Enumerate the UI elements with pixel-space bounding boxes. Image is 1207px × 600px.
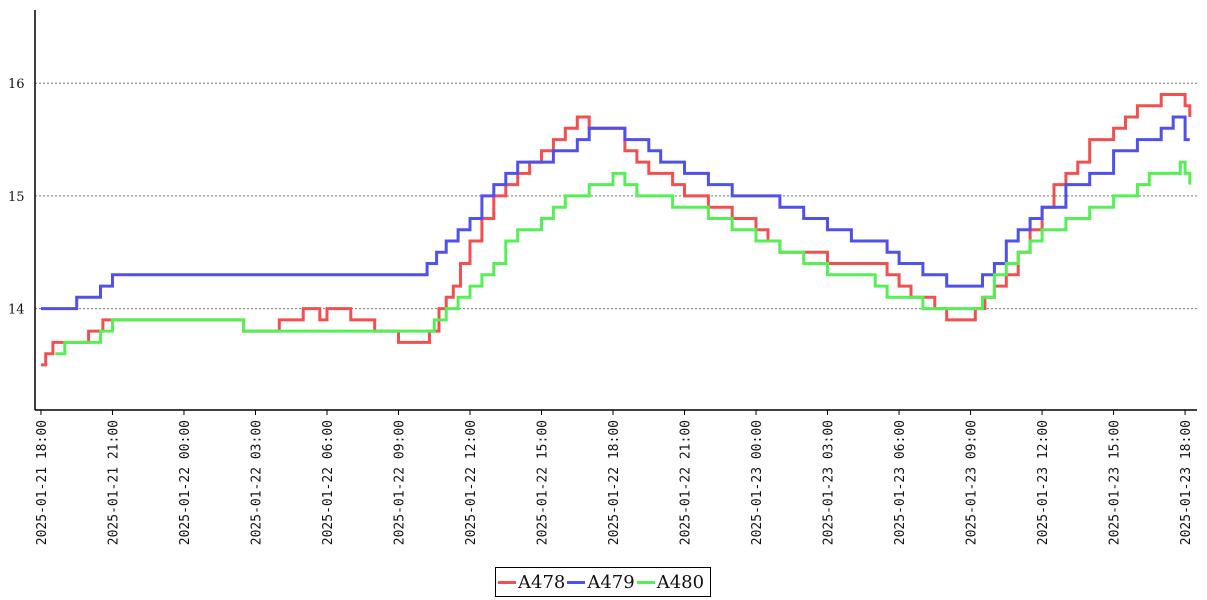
legend-label: A478 (518, 571, 566, 593)
x-tick-label: 2025-01-22 15:00 (536, 420, 551, 545)
x-tick-label: 2025-01-22 00:00 (178, 420, 193, 545)
legend-swatch (636, 580, 655, 584)
x-tick-label: 2025-01-22 21:00 (679, 420, 694, 545)
y-tick-label: 15 (8, 190, 25, 205)
x-tick-label: 2025-01-22 09:00 (392, 420, 407, 545)
x-ticks: 2025-01-21 18:00 2025-01-21 21:00 2025-01-… (35, 410, 1194, 545)
series-line-a479 (41, 115, 1190, 311)
legend-item-a478: A478 (498, 572, 565, 593)
axes (34, 10, 1197, 411)
legend-label: A479 (587, 571, 635, 593)
series-line-a480 (55, 160, 1192, 356)
legend-item-a480: A480 (636, 571, 705, 593)
x-tick-label: 2025-01-23 03:00 (822, 420, 837, 545)
legend-label: A480 (656, 571, 705, 593)
legend-swatch (567, 580, 586, 584)
legend: A478 A479 A480 (495, 567, 712, 597)
legend-swatch (498, 580, 516, 584)
x-tick-label: 2025-01-22 18:00 (607, 420, 622, 545)
x-tick-label: 2025-01-21 21:00 (106, 420, 121, 545)
x-tick-label: 2025-01-22 06:00 (321, 420, 336, 545)
x-tick-label: 2025-01-23 12:00 (1036, 420, 1051, 545)
x-tick-label: 2025-01-23 09:00 (965, 420, 980, 545)
x-tick-label: 2025-01-23 18:00 (1179, 420, 1194, 545)
gridlines (35, 82, 1197, 310)
x-tick-label: 2025-01-23 06:00 (893, 420, 908, 545)
x-tick-label: 2025-01-23 15:00 (1108, 420, 1123, 545)
y-tick-label: 16 (8, 77, 25, 92)
x-tick-label: 2025-01-22 03:00 (249, 420, 264, 545)
legend-item-a479: A479 (567, 571, 635, 593)
series-lines (41, 93, 1192, 367)
x-tick-label: 2025-01-22 12:00 (464, 420, 479, 545)
y-ticks: 14 15 16 (8, 77, 25, 317)
x-tick-label: 2025-01-21 18:00 (35, 420, 50, 545)
x-tick-label: 2025-01-23 00:00 (750, 420, 765, 545)
y-tick-label: 14 (8, 303, 25, 318)
